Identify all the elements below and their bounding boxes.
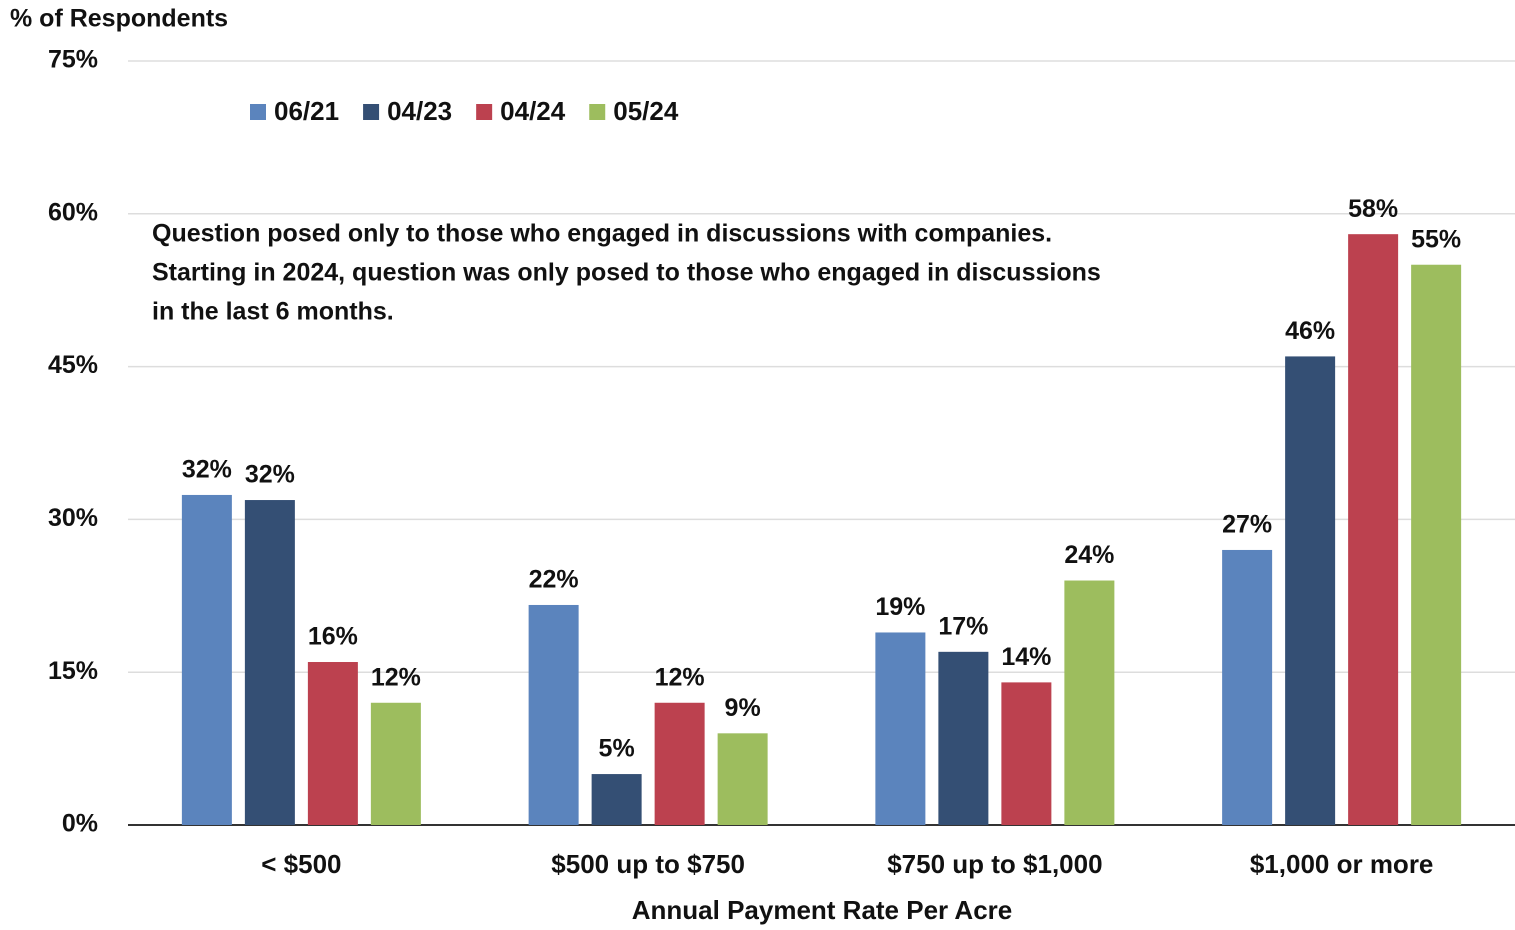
legend-label: 05/24 bbox=[613, 96, 679, 126]
y-tick-label: 0% bbox=[62, 810, 98, 838]
data-label: 14% bbox=[1001, 643, 1051, 671]
x-axis-label: Annual Payment Rate Per Acre bbox=[632, 895, 1013, 925]
annotation: in the last 6 months. bbox=[152, 298, 394, 326]
legend-swatch bbox=[589, 104, 606, 120]
data-label: 12% bbox=[655, 663, 705, 691]
data-label: 17% bbox=[938, 612, 988, 640]
legend-swatch bbox=[476, 104, 493, 120]
data-label: 46% bbox=[1285, 317, 1335, 345]
y-tick-label: 75% bbox=[48, 46, 98, 74]
bar bbox=[1348, 234, 1399, 825]
bar bbox=[1064, 580, 1115, 825]
x-tick-label: $750 up to $1,000 bbox=[887, 849, 1102, 879]
legend-label: 06/21 bbox=[274, 96, 339, 126]
bar bbox=[938, 651, 989, 825]
data-label: 22% bbox=[529, 566, 579, 594]
y-tick-label: 15% bbox=[48, 657, 98, 685]
data-label: 19% bbox=[875, 593, 925, 621]
data-label: 12% bbox=[371, 663, 421, 691]
bar bbox=[591, 774, 642, 825]
x-tick-label: $1,000 or more bbox=[1250, 849, 1434, 879]
bar bbox=[1285, 356, 1336, 825]
data-label: 27% bbox=[1222, 511, 1272, 539]
bar bbox=[654, 702, 705, 825]
bar bbox=[307, 662, 358, 825]
bar bbox=[244, 500, 295, 825]
data-label: 5% bbox=[599, 735, 635, 763]
y-tick-label: 30% bbox=[48, 504, 98, 532]
y-tick-label: 45% bbox=[48, 351, 98, 379]
x-tick-label: $500 up to $750 bbox=[551, 849, 745, 879]
legend-label: 04/23 bbox=[387, 96, 452, 126]
legend-label: 04/24 bbox=[500, 96, 566, 126]
bar bbox=[1001, 682, 1052, 825]
bar bbox=[370, 702, 421, 825]
data-label: 9% bbox=[725, 694, 761, 722]
y-axis-label: % of Respondents bbox=[10, 5, 228, 33]
legend-swatch bbox=[250, 104, 266, 120]
data-label: 16% bbox=[308, 623, 358, 651]
data-label: 55% bbox=[1411, 225, 1461, 253]
bar bbox=[717, 733, 768, 825]
bar bbox=[875, 632, 926, 825]
data-label: 58% bbox=[1348, 195, 1398, 223]
data-label: 32% bbox=[245, 461, 295, 489]
x-tick-label: < $500 bbox=[261, 849, 341, 879]
legend-swatch bbox=[363, 104, 380, 120]
bar bbox=[181, 494, 232, 825]
annotation: Question posed only to those who engaged… bbox=[152, 220, 1052, 248]
y-tick-label: 60% bbox=[48, 198, 98, 226]
bar bbox=[1411, 264, 1462, 825]
bar bbox=[528, 604, 579, 825]
data-label: 24% bbox=[1064, 541, 1114, 569]
annotation: Starting in 2024, question was only pose… bbox=[152, 259, 1101, 287]
bar bbox=[1222, 549, 1273, 825]
data-label: 32% bbox=[182, 456, 232, 484]
